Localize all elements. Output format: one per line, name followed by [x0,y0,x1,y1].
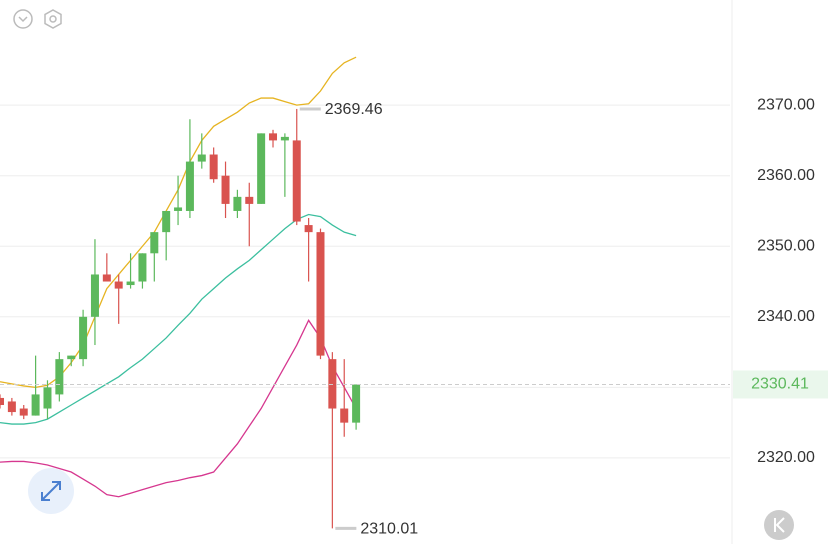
high-label: 2369.46 [325,101,383,118]
y-tick-label: 2350.00 [757,237,815,254]
candle-body [245,196,254,204]
candle-body [292,140,301,222]
indicator-line [0,319,357,498]
y-tick-label: 2320.00 [757,449,815,466]
last-price-bg [733,370,828,399]
plot: 2320.002330.002340.002350.002360.002370.… [0,56,815,538]
candle-body [352,384,361,423]
y-tick-label: 2340.00 [757,308,815,325]
candle-body [138,253,147,282]
candle-body [185,161,194,211]
candle-body [316,232,325,356]
candle-body [269,133,278,141]
low-label: 2310.01 [360,521,418,538]
candle-body [102,274,111,282]
expand-button[interactable] [28,468,74,514]
candle-body [150,232,159,254]
candle-body [174,207,183,211]
candle-body [114,281,123,289]
candle-body [79,316,88,360]
candle-body [221,175,230,204]
candle-body [162,210,171,233]
icon-collapse[interactable] [13,9,33,29]
candle-body [31,394,40,416]
last-price-label: 2330.41 [751,376,809,393]
candle-body [55,359,64,395]
candle-body [7,401,16,413]
candle-body [280,136,289,141]
candle-body [126,281,135,286]
candle-body [209,154,218,180]
candle-body [328,359,337,409]
candle-body [67,355,76,360]
candle-body [19,408,28,416]
candle-body [340,408,349,423]
candle-body [257,133,266,204]
candle-body [304,225,313,233]
candle-body [90,274,99,317]
candle-body [43,387,52,409]
icon-settings[interactable] [44,9,62,29]
candle-body [197,154,206,162]
y-tick-label: 2370.00 [757,96,815,113]
candle-body [233,196,242,211]
y-tick-label: 2360.00 [757,167,815,184]
candle-body [0,397,4,406]
k-button[interactable] [764,510,794,540]
